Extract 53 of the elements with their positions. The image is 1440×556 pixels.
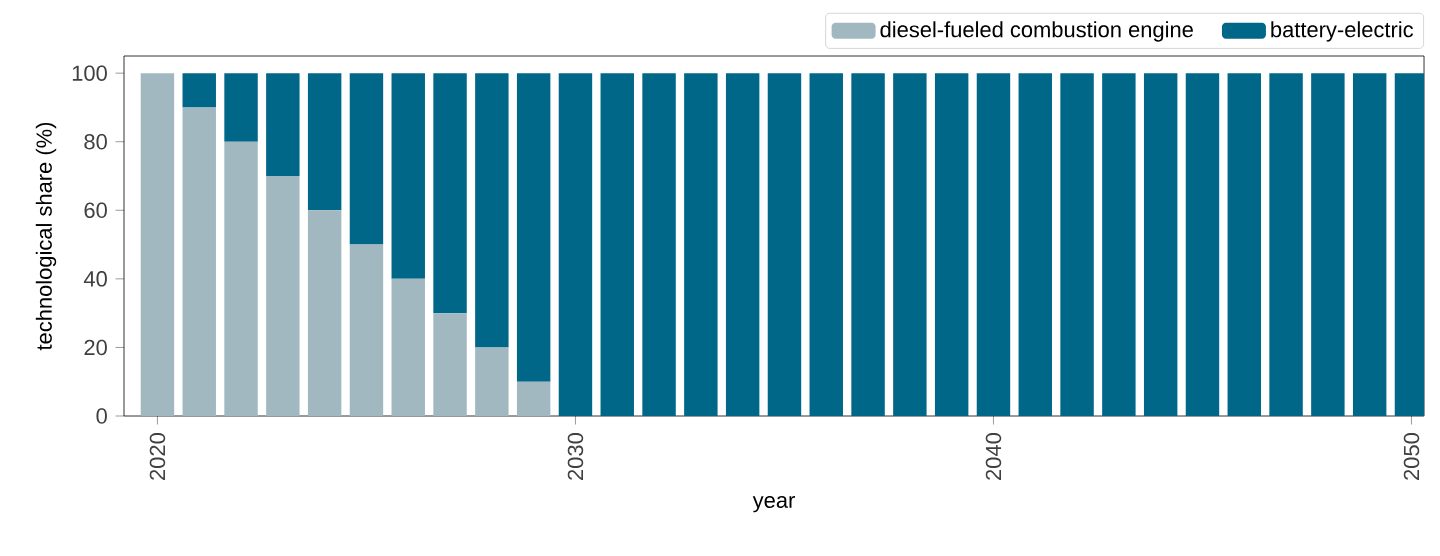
bar — [433, 73, 467, 314]
bar — [182, 73, 216, 108]
bar — [266, 176, 300, 416]
bar — [976, 73, 1011, 416]
bar — [1227, 73, 1261, 416]
bar — [391, 73, 425, 279]
legend-label: diesel-fueled combustion engine — [880, 21, 1193, 42]
bar — [182, 107, 216, 416]
x-tick-label: 2050 — [1403, 433, 1420, 480]
bar — [224, 73, 258, 142]
bar — [1269, 73, 1303, 416]
x-tick-label: 2020 — [149, 433, 166, 480]
bar — [684, 73, 718, 416]
bar — [1060, 73, 1094, 416]
bar — [1143, 73, 1178, 416]
bar — [475, 73, 509, 348]
bar — [349, 73, 384, 245]
legend-label: battery-electric — [1271, 21, 1414, 42]
bar — [934, 73, 969, 416]
bar — [307, 73, 342, 211]
bar — [1018, 73, 1052, 416]
bar — [433, 313, 467, 416]
bar — [725, 73, 760, 416]
bar — [307, 210, 342, 416]
bar — [851, 73, 885, 416]
y-tick-label: 40 — [83, 271, 107, 287]
bar — [475, 347, 509, 416]
bar — [1185, 73, 1220, 416]
y-tick-label: 60 — [84, 202, 107, 219]
bar — [391, 278, 425, 416]
y-axis-title: technological share (%) — [35, 122, 57, 351]
bar — [893, 73, 927, 416]
x-axis-title: year — [752, 495, 795, 513]
bar — [809, 73, 843, 416]
bar — [1102, 73, 1136, 416]
bar — [349, 244, 384, 416]
bar — [558, 73, 593, 416]
bar — [767, 73, 802, 416]
bar — [1352, 73, 1387, 416]
y-tick-label: 20 — [84, 339, 107, 356]
y-tick-label: 0 — [96, 408, 107, 424]
bar — [516, 381, 551, 416]
bar — [516, 73, 551, 382]
bar — [140, 73, 175, 416]
bar — [224, 141, 258, 416]
x-tick-label: 2040 — [985, 433, 1002, 480]
bar — [642, 73, 676, 416]
y-tick-label: 80 — [84, 133, 107, 150]
bar — [266, 73, 300, 176]
x-tick-label: 2030 — [567, 433, 584, 480]
bar — [600, 73, 634, 416]
bar — [1311, 73, 1345, 416]
y-tick-label: 100 — [72, 65, 107, 81]
